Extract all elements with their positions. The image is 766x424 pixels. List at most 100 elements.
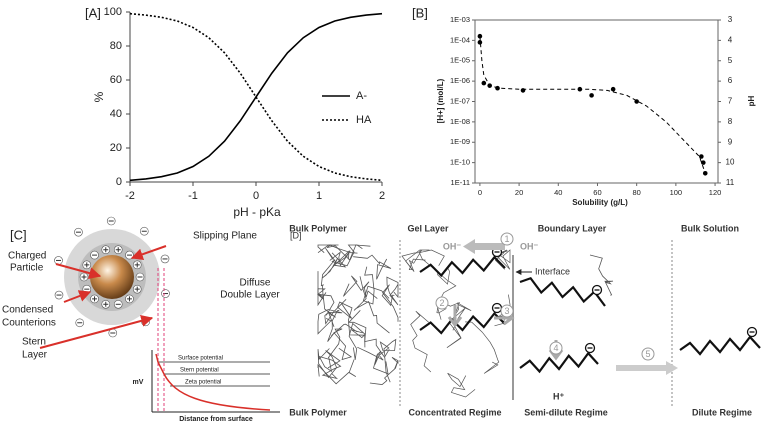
step-badge — [500, 304, 514, 318]
step-number: 1 — [504, 234, 509, 244]
arrow — [447, 305, 564, 361]
label: H⁺ — [553, 391, 564, 401]
step-badge — [549, 341, 563, 355]
arrow — [463, 239, 475, 254]
y-tick-label: 1E-03 — [450, 15, 470, 24]
point — [495, 85, 500, 91]
panel-label: [B] — [412, 5, 428, 20]
chain — [353, 254, 392, 280]
chain — [465, 321, 500, 374]
data-line — [129, 12, 383, 182]
panel-label: [C] — [10, 227, 27, 242]
step-number: 3 — [504, 306, 509, 316]
chain — [317, 244, 371, 261]
chain — [337, 301, 366, 348]
y-tick-label: 0 — [116, 176, 122, 188]
label: Counterions — [2, 318, 56, 329]
label: Stern potential — [180, 368, 219, 374]
arrow — [475, 243, 505, 250]
charged-chain — [419, 311, 506, 335]
chain — [447, 372, 476, 398]
y-tick-label: 20 — [110, 142, 122, 154]
label: Dilute Regime — [692, 407, 752, 417]
ion-sign — [115, 247, 121, 253]
y2-tick-label: 8 — [728, 117, 733, 126]
ion-sign — [103, 301, 109, 307]
chain — [353, 276, 390, 334]
y2-tick-label: 10 — [726, 158, 735, 167]
chain — [362, 266, 390, 305]
label: Layer — [22, 350, 48, 361]
point — [589, 93, 594, 98]
y-tick-label: 1E-06 — [450, 76, 470, 85]
arrow — [130, 245, 167, 261]
y-tick-label: 100 — [104, 6, 122, 18]
y-axis-label: % — [92, 91, 106, 102]
y2-tick-label: 5 — [728, 56, 733, 65]
ion-sign — [126, 296, 132, 302]
panel-label: [D] — [290, 230, 302, 240]
y-axis-label: [H+] (mol/L) — [436, 78, 445, 123]
charged-chain — [679, 335, 761, 356]
y-tick-label: 1E-05 — [450, 56, 470, 65]
chain — [436, 299, 466, 331]
point — [520, 88, 526, 93]
chain — [329, 250, 351, 268]
label: Bulk Solution — [681, 223, 739, 233]
arrow — [39, 314, 154, 349]
chain — [317, 293, 347, 325]
x-tick-label: 0 — [478, 188, 482, 197]
steps: 1 2 3 4 5 — [435, 232, 655, 361]
label: Slipping Plane — [193, 231, 257, 242]
x-axis-label: pH - pKa — [233, 205, 281, 219]
legend-label: HA — [356, 114, 372, 126]
potential-curve — [155, 353, 271, 411]
chain — [357, 346, 389, 375]
y-tick-label: 1E-04 — [450, 35, 470, 44]
y-tick-label: 1E-08 — [450, 117, 470, 126]
chain — [327, 328, 353, 361]
ion-sign — [84, 262, 90, 268]
chain — [320, 244, 363, 287]
label: Double Layer — [220, 290, 280, 301]
panel-d: [D] Bulk Polymer Gel Layer Boundary Laye… — [289, 223, 761, 417]
y-tick-label: 40 — [110, 108, 122, 120]
label: Condensed — [2, 305, 53, 316]
chain — [327, 309, 358, 342]
label: Particle — [10, 263, 44, 274]
charged-chain — [419, 255, 506, 278]
y-tick-label: 1E-07 — [450, 96, 470, 105]
chain — [379, 338, 397, 358]
step-number: 4 — [553, 343, 558, 353]
x-tick-label: 40 — [554, 188, 562, 197]
label: Gel Layer — [407, 223, 449, 233]
point — [634, 99, 639, 104]
y2-tick-label: 4 — [728, 35, 733, 44]
point — [577, 86, 583, 92]
chain — [348, 322, 366, 360]
ion-sign — [81, 274, 87, 280]
chain — [317, 309, 343, 335]
y-tick-label: 1E-10 — [450, 158, 470, 167]
arrow — [666, 361, 678, 375]
particle — [90, 255, 134, 299]
label: Zeta potential — [185, 380, 221, 386]
ions — [54, 216, 170, 338]
chain — [317, 359, 357, 385]
arrow — [616, 365, 666, 371]
y-tick-label: 1E-09 — [450, 137, 470, 146]
ion-sign — [134, 262, 140, 268]
label: Charged — [8, 251, 46, 262]
label: Boundary Layer — [538, 223, 607, 233]
x-tick-label: 80 — [633, 188, 641, 197]
arrow — [63, 290, 92, 303]
chain — [318, 355, 342, 380]
charged-chain — [519, 351, 599, 374]
y2-tick-label: 7 — [728, 97, 733, 106]
step-badge — [641, 347, 655, 361]
x-tick-label: 1 — [316, 190, 322, 202]
x-tick-label: 100 — [670, 188, 683, 197]
chain — [446, 302, 472, 348]
chain — [343, 275, 378, 299]
